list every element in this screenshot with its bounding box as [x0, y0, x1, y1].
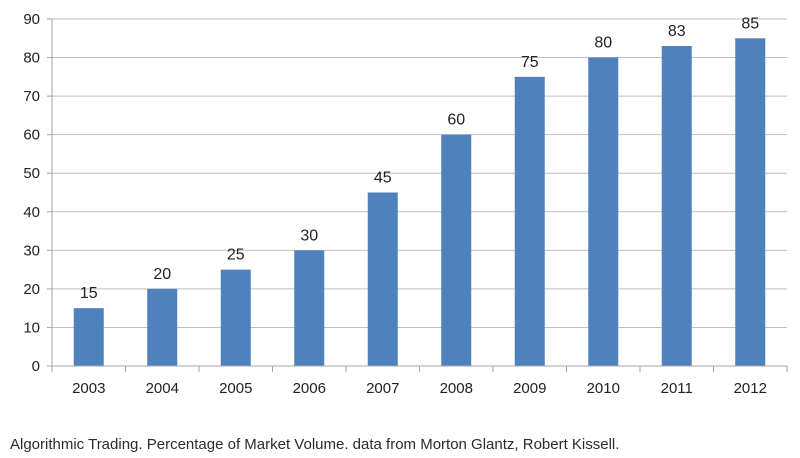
y-tick-label: 50: [23, 165, 40, 182]
bar-2010: [588, 57, 619, 367]
bar-2006: [294, 250, 325, 366]
figure-caption: Algorithmic Trading. Percentage of Marke…: [10, 436, 620, 453]
bar-chart: 0 10 20 30 40 50 60 70 80 90 15 2003 20 2004 25 2005 30 2…: [23, 11, 788, 397]
x-tick-label-2006: 2006: [293, 380, 326, 397]
data-label-2009: 75: [521, 54, 539, 71]
x-tick-label-2012: 2012: [734, 380, 767, 397]
x-tick-label-2004: 2004: [146, 380, 179, 397]
y-tick-label: 70: [23, 88, 40, 105]
data-label-2006: 30: [300, 227, 318, 244]
bar-2004: [147, 288, 178, 366]
data-label-2008: 60: [447, 112, 465, 129]
x-tick-label-2003: 2003: [72, 380, 105, 397]
bar-2003: [73, 308, 104, 366]
y-tick-label: 90: [23, 11, 40, 28]
y-tick-label: 30: [23, 242, 40, 259]
bar-2011: [661, 45, 692, 366]
bar-2008: [441, 134, 472, 366]
x-tick-label-2005: 2005: [219, 380, 252, 397]
chart-canvas: 0 10 20 30 40 50 60 70 80 90 15 2003 20 2004 25 2005 30 2…: [23, 11, 788, 397]
y-tick-label: 10: [23, 319, 40, 336]
bar-2012: [735, 38, 766, 367]
bar-2009: [514, 76, 545, 366]
y-tick-label: 60: [23, 127, 40, 144]
bar-2005: [220, 269, 251, 366]
bar-2007: [367, 192, 398, 366]
data-label-2011: 83: [668, 23, 686, 40]
x-tick-label-2010: 2010: [587, 380, 620, 397]
data-label-2010: 80: [594, 35, 612, 52]
x-tick-label-2007: 2007: [366, 380, 399, 397]
data-label-2003: 15: [80, 285, 98, 302]
x-tick-label-2008: 2008: [440, 380, 473, 397]
y-tick-label: 80: [23, 50, 40, 67]
y-tick-label: 0: [32, 358, 40, 375]
x-tick-label-2009: 2009: [513, 380, 546, 397]
data-label-2004: 20: [153, 266, 171, 283]
data-label-2005: 25: [227, 247, 245, 264]
data-label-2012: 85: [741, 15, 759, 32]
y-tick-label: 20: [23, 281, 40, 298]
data-label-2007: 45: [374, 170, 392, 187]
y-tick-label: 40: [23, 204, 40, 221]
x-tick-label-2011: 2011: [661, 380, 693, 397]
